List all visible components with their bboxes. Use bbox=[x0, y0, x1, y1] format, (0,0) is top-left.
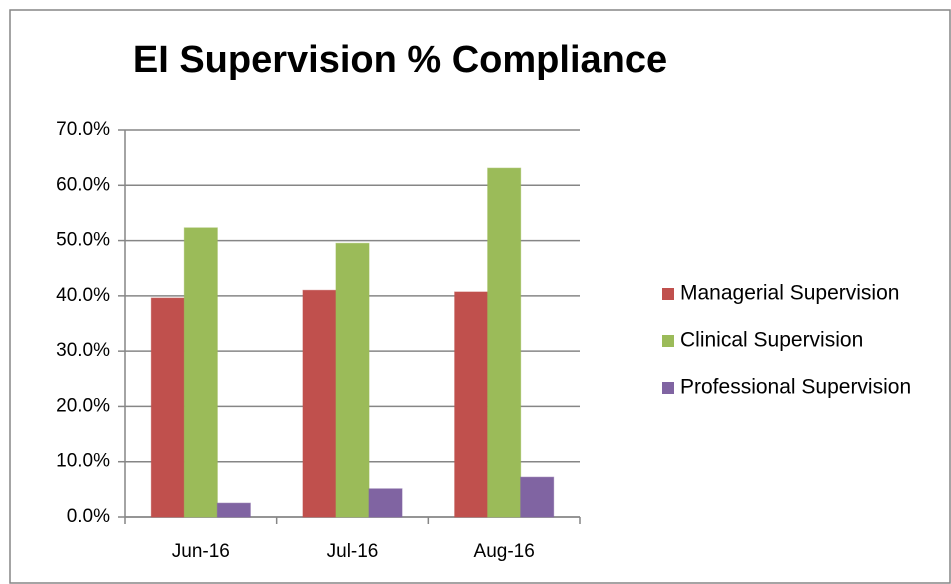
x-tick-label: Jun-16 bbox=[172, 541, 230, 562]
y-tick-label: 70.0% bbox=[56, 119, 110, 140]
x-tick-label: Aug-16 bbox=[474, 541, 535, 562]
chart-title: EI Supervision % Compliance bbox=[133, 39, 667, 81]
x-tick-label: Jul-16 bbox=[327, 541, 379, 562]
legend-swatch bbox=[662, 288, 674, 300]
y-tick-label: 30.0% bbox=[56, 340, 110, 361]
y-tick-label: 40.0% bbox=[56, 285, 110, 306]
y-tick-label: 50.0% bbox=[56, 230, 110, 251]
legend-label: Managerial Supervision bbox=[680, 282, 899, 305]
bar bbox=[302, 289, 337, 518]
y-tick-label: 10.0% bbox=[56, 451, 110, 472]
legend-label: Professional Supervision bbox=[680, 376, 911, 399]
bar bbox=[216, 502, 251, 518]
legend-label: Clinical Supervision bbox=[680, 329, 863, 352]
y-tick-label: 0.0% bbox=[67, 506, 110, 527]
bar bbox=[487, 167, 522, 518]
legend-swatch bbox=[662, 335, 674, 347]
bar bbox=[520, 476, 555, 518]
bar bbox=[368, 488, 403, 518]
bar bbox=[150, 297, 185, 518]
bar bbox=[335, 242, 370, 518]
bar bbox=[183, 227, 218, 518]
legend-swatch bbox=[662, 382, 674, 394]
y-tick-label: 20.0% bbox=[56, 395, 110, 416]
y-tick-label: 60.0% bbox=[56, 174, 110, 195]
bar bbox=[454, 291, 489, 518]
